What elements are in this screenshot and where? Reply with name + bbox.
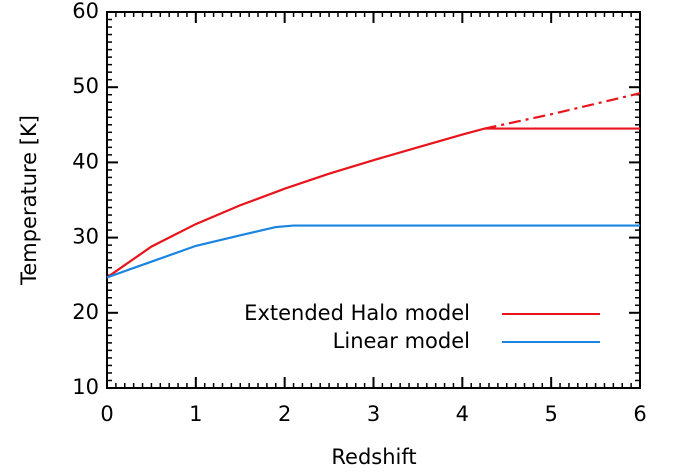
series-line [106, 127, 640, 279]
x-axis-title: Redshift [331, 445, 416, 469]
x-tick-label: 4 [456, 402, 469, 426]
y-tick-label: 10 [72, 375, 99, 399]
y-tick-label: 20 [72, 300, 99, 324]
y-axis-title: Temperature [K] [17, 115, 41, 286]
series-line [484, 92, 641, 130]
x-tick-label: 5 [544, 402, 557, 426]
y-tick-label: 60 [72, 0, 99, 23]
x-tick-label: 3 [367, 402, 380, 426]
y-tick-label: 30 [72, 225, 99, 249]
x-tick-label: 1 [189, 402, 202, 426]
x-tick-label: 0 [100, 402, 113, 426]
legend-label: Linear model [333, 329, 470, 353]
y-tick-label: 50 [72, 74, 99, 98]
legend-label: Extended Halo model [244, 301, 470, 325]
x-tick-label: 6 [633, 402, 646, 426]
series-line [106, 224, 640, 279]
y-tick-label: 40 [72, 149, 99, 173]
x-tick-label: 2 [278, 402, 291, 426]
